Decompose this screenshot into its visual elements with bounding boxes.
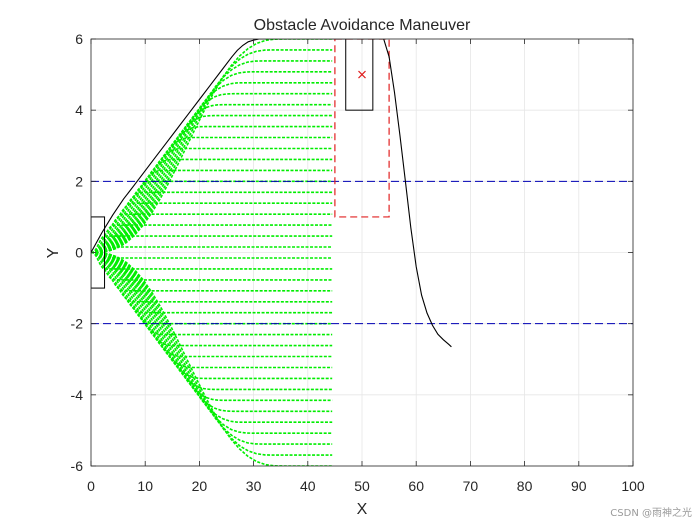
x-tick-label: 80 [517, 478, 533, 494]
y-tick-label: 2 [75, 173, 83, 189]
trajectory-line [91, 39, 452, 348]
y-axis-label: Y [45, 247, 62, 258]
y-tick-label: 0 [75, 245, 83, 261]
candidate-path [91, 251, 333, 413]
watermark: CSDN @雨神之光 [610, 508, 692, 519]
y-tick-label: -2 [71, 316, 84, 332]
candidate-path [91, 251, 333, 466]
ticks: 0 10 20 30 40 50 60 70 80 90 100 -6 -4 -2 0 2 4 6 [71, 31, 645, 494]
obstacle-box [345, 39, 374, 111]
x-axis-label: X [357, 501, 368, 518]
x-tick-label: 30 [246, 478, 262, 494]
obstacle-marker [358, 70, 366, 79]
x-tick-label: 40 [300, 478, 316, 494]
y-tick-label: 4 [75, 102, 83, 118]
candidate-path [91, 251, 333, 358]
ego-vehicle [91, 216, 106, 289]
x-tick-label: 60 [408, 478, 424, 494]
x-tick-label: 0 [87, 478, 95, 494]
x-tick-label: 100 [621, 478, 645, 494]
candidate-path [91, 92, 333, 254]
x-tick-label: 70 [463, 478, 479, 494]
x-tick-label: 10 [137, 478, 153, 494]
x-tick-label: 90 [571, 478, 587, 494]
plot-area [91, 39, 633, 466]
x-tick-label: 20 [192, 478, 208, 494]
y-tick-label: -6 [71, 458, 84, 474]
candidate-path [91, 39, 333, 254]
safety-zone [334, 39, 390, 218]
y-tick-label: 6 [75, 31, 83, 47]
chart-title: Obstacle Avoidance Maneuver [254, 17, 471, 34]
y-tick-label: -4 [71, 387, 84, 403]
candidate-path [91, 169, 333, 254]
candidate-path [91, 147, 333, 254]
x-tick-label: 50 [354, 478, 370, 494]
